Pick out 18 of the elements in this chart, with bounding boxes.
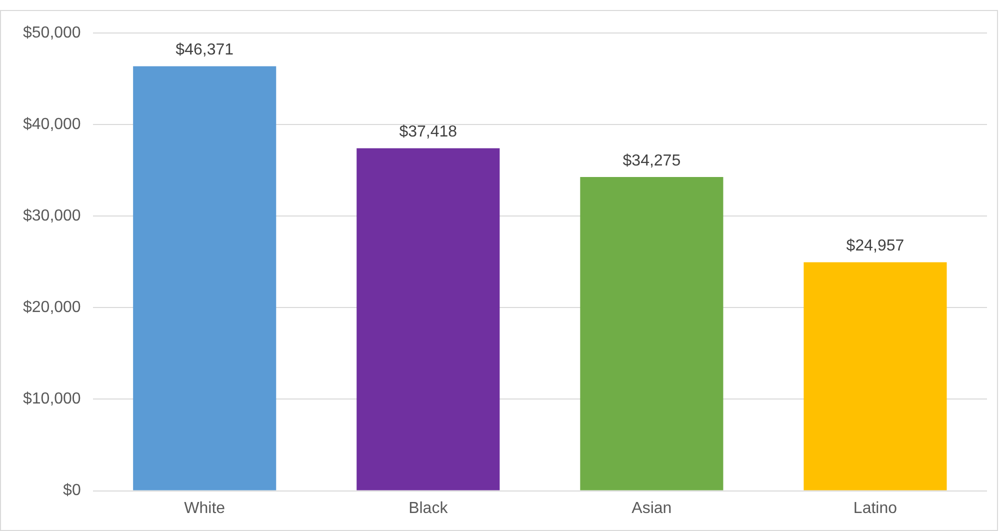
bar <box>804 262 947 490</box>
bar <box>580 176 724 490</box>
data-label: $34,275 <box>622 152 681 170</box>
x-tick-label: White <box>184 500 226 517</box>
y-tick-label: $10,000 <box>22 390 81 408</box>
bar <box>133 66 276 490</box>
y-tick-label: $50,000 <box>22 24 81 42</box>
y-tick-label: $40,000 <box>22 116 81 133</box>
bar <box>356 148 500 490</box>
y-tick-label: $30,000 <box>22 208 81 225</box>
x-tick-label: Asian <box>632 500 672 517</box>
y-tick-label: $20,000 <box>22 299 81 316</box>
data-label: $46,371 <box>176 42 234 59</box>
data-label: $24,957 <box>846 238 904 255</box>
x-tick-label: Latino <box>853 500 898 517</box>
x-tick-label: Black <box>408 500 449 517</box>
data-label: $37,418 <box>399 124 458 141</box>
y-tick-label: $0 <box>63 482 81 500</box>
